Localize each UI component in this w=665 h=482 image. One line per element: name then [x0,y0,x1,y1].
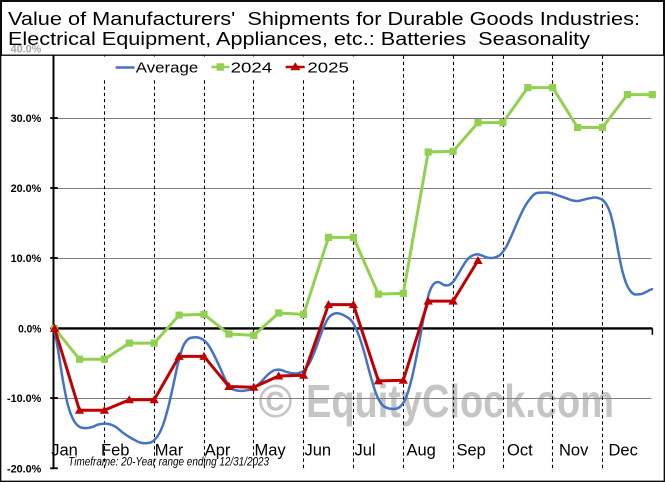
svg-text:Dec: Dec [609,442,638,460]
svg-text:20.0%: 20.0% [11,183,42,195]
svg-text:2024: 2024 [231,59,273,76]
svg-text:Feb: Feb [101,442,129,460]
svg-text:Average: Average [136,59,199,76]
svg-text:0.0%: 0.0% [18,324,41,336]
svg-text:Aug: Aug [407,442,436,460]
svg-text:10.0%: 10.0% [11,253,42,265]
svg-text:2025: 2025 [307,59,349,76]
svg-text:May: May [255,442,287,460]
svg-text:EquityClock.com: EquityClock.com [306,375,614,427]
svg-text:Jan: Jan [51,442,78,460]
svg-text:Nov: Nov [559,442,589,460]
svg-text:-10.0%: -10.0% [7,393,41,405]
svg-text:Oct: Oct [507,442,533,460]
svg-text:40.0%: 40.0% [11,44,42,56]
svg-text:Timeframe: 20-Year range endin: Timeframe: 20-Year range ending 12/31/20… [68,456,269,469]
svg-text:Electrical Equipment, Applianc: Electrical Equipment, Appliances, etc.: … [8,28,591,49]
svg-text:Apr: Apr [205,442,231,460]
svg-text:Sep: Sep [457,442,486,460]
svg-text:Mar: Mar [155,442,184,460]
svg-text:Jul: Jul [355,442,376,460]
svg-text:30.0%: 30.0% [11,113,42,125]
svg-text:-20.0%: -20.0% [7,463,41,475]
svg-text:Jun: Jun [305,442,332,460]
svg-text:Value of Manufacturers' Shipm: Value of Manufacturers' Shipments for Du… [8,8,640,29]
